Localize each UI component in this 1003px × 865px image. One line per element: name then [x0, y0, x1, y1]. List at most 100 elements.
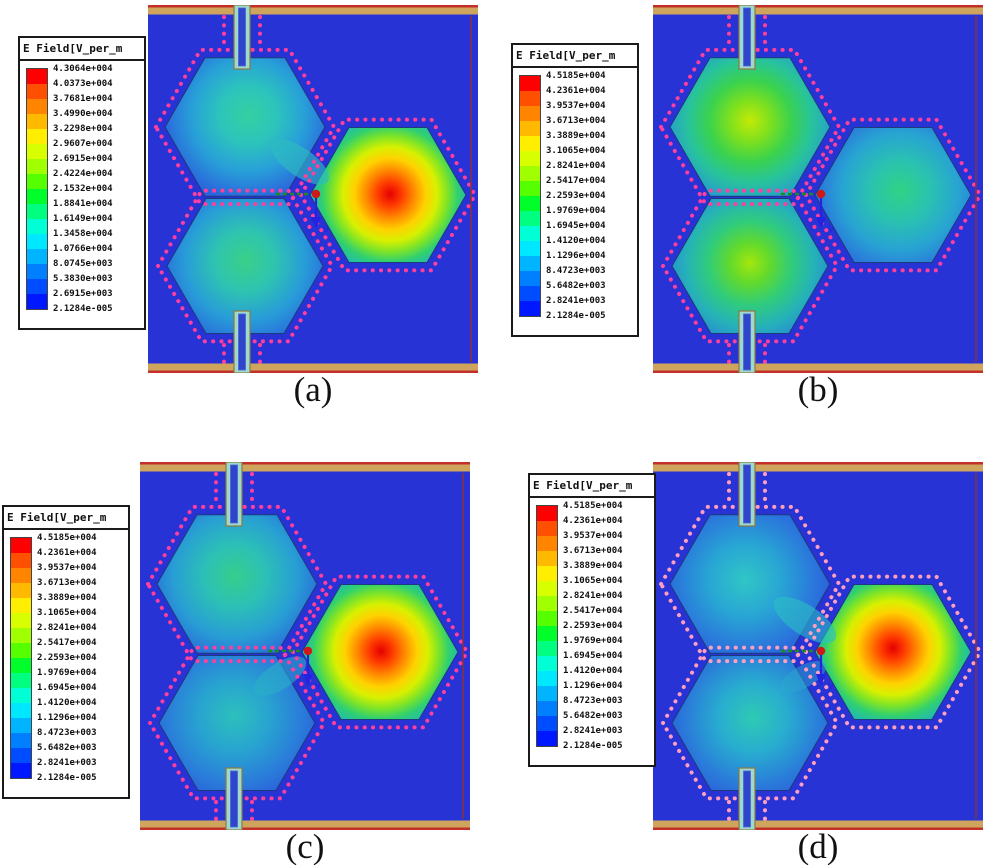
axis-v-label: v [828, 224, 834, 235]
legend-value: 1.6945e+004 [546, 221, 606, 231]
legend-color-segment [537, 731, 557, 746]
legend-value: 3.7681e+004 [53, 94, 113, 104]
legend-value: 2.6915e+004 [53, 154, 113, 164]
top-edge-line [148, 5, 478, 8]
legend-color-segment [11, 673, 31, 688]
hexagon-patch-right [309, 126, 467, 264]
legend-color-segment [27, 249, 47, 264]
legend-value: 3.2298e+004 [53, 124, 113, 134]
legend-value: 2.2593e+004 [563, 621, 623, 631]
legend-color-segment [537, 566, 557, 581]
legend-color-segment [537, 671, 557, 686]
legend-value: 3.9537e+004 [563, 531, 623, 541]
axes-origin-icon [311, 189, 321, 199]
legend-color-segment [520, 136, 540, 151]
legend-value: 4.2361e+004 [563, 516, 623, 526]
panel-c: v E Field[V_per_m 4.5185e+004 4.2361e+004… [0, 433, 501, 865]
dotted-outline-top_left [145, 504, 329, 664]
axis-v-arrowhead-icon [311, 217, 321, 229]
legend-value: 5.3830e+003 [53, 274, 113, 284]
legend-color-segment [27, 114, 47, 129]
axis-v-arrowhead-icon [303, 674, 313, 686]
legend-color-segment [520, 211, 540, 226]
legend-value: 2.5417e+004 [563, 606, 623, 616]
bottom-substrate-bar [653, 820, 983, 828]
legend-color-segment [520, 196, 540, 211]
legend-title: E Field[V_per_m [4, 507, 128, 530]
bottom-edge-line [140, 827, 470, 830]
legend-color-segment [537, 506, 557, 521]
bottom-substrate-bar [653, 363, 983, 371]
legend-color-segment [520, 256, 540, 271]
legend-value: 3.1065e+004 [37, 608, 97, 618]
legend-color-segment [27, 204, 47, 219]
legend-value: 1.1296e+004 [546, 251, 606, 261]
hexagon-patch-top_left [669, 57, 831, 197]
legend-color-segment [11, 748, 31, 763]
legend-value: 4.0373e+004 [53, 79, 113, 89]
legend-color-segment [520, 151, 540, 166]
legend-color-segment [520, 121, 540, 136]
colorbar-legend-c: E Field[V_per_m 4.5185e+004 4.2361e+004 3.… [2, 505, 130, 799]
legend-color-segment [27, 219, 47, 234]
legend-color-segment [11, 553, 31, 568]
legend-value: 2.1284e-005 [37, 773, 97, 783]
legend-title: E Field[V_per_m [513, 45, 637, 68]
top-substrate-bar [140, 464, 470, 472]
legend-value: 2.2593e+004 [37, 653, 97, 663]
legend-color-segment [11, 628, 31, 643]
legend-value: 5.6482e+003 [546, 281, 606, 291]
dotted-outline-top_left [658, 47, 842, 207]
legend-value: 2.4224e+004 [53, 169, 113, 179]
legend-value: 1.4120e+004 [37, 698, 97, 708]
feed-slot [743, 770, 751, 828]
legend-value: 2.1284e-005 [53, 304, 113, 314]
legend-value: 5.6482e+003 [563, 711, 623, 721]
legend-value: 8.0745e+003 [53, 259, 113, 269]
legend-value: 1.0766e+004 [53, 244, 113, 254]
legend-color-segment [520, 166, 540, 181]
legend-color-segment [537, 521, 557, 536]
legend-value: 3.6713e+004 [563, 546, 623, 556]
legend-body: 4.5185e+004 4.2361e+004 3.9537e+004 3.6713e… [513, 68, 637, 335]
legend-color-segment [520, 181, 540, 196]
bottom-substrate-bar [148, 363, 478, 371]
axes-origin-icon [816, 646, 826, 656]
legend-value: 8.4723e+003 [37, 728, 97, 738]
legend-value: 1.6945e+004 [37, 683, 97, 693]
legend-color-segment [537, 656, 557, 671]
top-substrate-bar [653, 7, 983, 15]
legend-value: 3.1065e+004 [563, 576, 623, 586]
legend-value: 3.4990e+004 [53, 109, 113, 119]
legend-color-strip [519, 75, 541, 317]
legend-value: 4.2361e+004 [37, 548, 97, 558]
axes-origin-icon [816, 189, 826, 199]
legend-value: 1.4120e+004 [563, 666, 623, 676]
legend-value: 4.5185e+004 [563, 501, 623, 511]
legend-color-segment [11, 733, 31, 748]
legend-color-segment [537, 551, 557, 566]
legend-color-segment [27, 294, 47, 309]
legend-color-segment [537, 611, 557, 626]
legend-color-segment [537, 716, 557, 731]
legend-color-segment [537, 596, 557, 611]
legend-value: 1.1296e+004 [563, 681, 623, 691]
legend-value: 1.3458e+004 [53, 229, 113, 239]
field-plot-b: v [653, 5, 983, 373]
legend-color-segment [27, 84, 47, 99]
legend-color-segment [27, 174, 47, 189]
feed-slot [230, 770, 238, 828]
legend-color-segment [27, 279, 47, 294]
legend-value: 2.9607e+004 [53, 139, 113, 149]
bottom-edge-line [653, 827, 983, 830]
dotted-outline-top_left [153, 47, 337, 207]
legend-color-segment [11, 643, 31, 658]
legend-values: 4.5185e+004 4.2361e+004 3.9537e+004 3.6713e… [563, 501, 650, 761]
legend-color-segment [537, 641, 557, 656]
legend-value: 2.5417e+004 [37, 638, 97, 648]
axis-v-arrowhead-icon [816, 217, 826, 229]
legend-color-segment [520, 76, 540, 91]
legend-color-segment [11, 613, 31, 628]
subfigure-caption-a: (a) [293, 370, 333, 409]
